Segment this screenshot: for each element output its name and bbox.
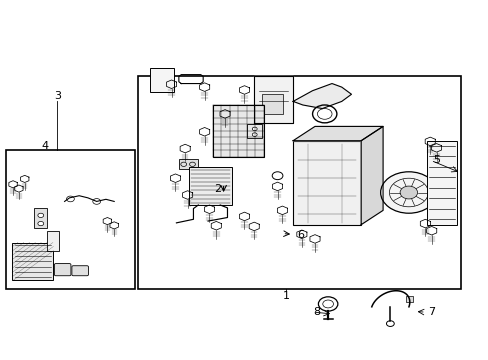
Polygon shape <box>254 76 292 123</box>
Bar <box>188 167 232 205</box>
Bar <box>246 124 262 138</box>
Text: 7: 7 <box>427 307 434 317</box>
Bar <box>212 105 264 157</box>
Bar <box>261 94 283 114</box>
Circle shape <box>38 213 43 217</box>
Bar <box>34 207 47 228</box>
Bar <box>426 141 456 225</box>
Polygon shape <box>292 84 351 109</box>
Bar <box>292 141 361 225</box>
Text: 3: 3 <box>54 91 61 101</box>
Bar <box>46 231 59 251</box>
Circle shape <box>252 127 257 131</box>
Bar <box>137 76 460 289</box>
Text: 4: 4 <box>41 141 49 151</box>
Circle shape <box>38 221 43 226</box>
Bar <box>12 243 53 280</box>
Text: 8: 8 <box>312 307 319 317</box>
Text: 2: 2 <box>214 184 221 194</box>
Text: 5: 5 <box>432 156 439 165</box>
Text: 6: 6 <box>296 230 304 240</box>
Circle shape <box>252 133 257 136</box>
Bar <box>149 68 174 93</box>
Circle shape <box>399 186 417 199</box>
Bar <box>179 159 198 169</box>
FancyBboxPatch shape <box>72 266 88 276</box>
Bar <box>6 150 135 289</box>
Bar <box>406 296 412 302</box>
Polygon shape <box>361 126 382 225</box>
FancyBboxPatch shape <box>54 264 71 276</box>
Polygon shape <box>292 126 382 141</box>
Circle shape <box>380 172 436 213</box>
Text: 1: 1 <box>282 291 289 301</box>
